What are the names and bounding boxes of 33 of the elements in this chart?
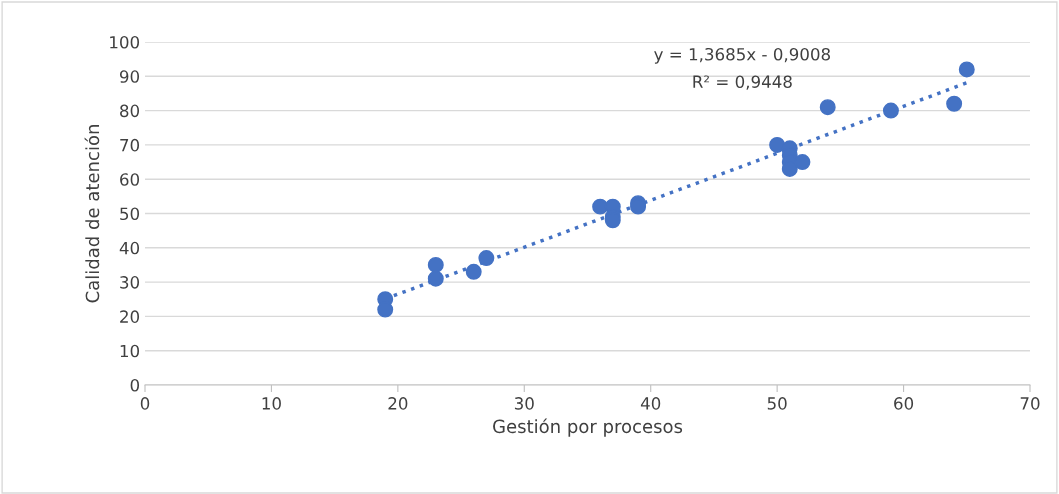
y-tick-label: 40 xyxy=(119,241,140,255)
annotation: R² = 0,9448 xyxy=(693,75,792,90)
point xyxy=(794,154,811,171)
point xyxy=(465,263,482,280)
x-tick-label: 60 xyxy=(894,397,914,410)
x-tick-label: 70 xyxy=(1020,397,1040,410)
point xyxy=(882,102,899,119)
point xyxy=(769,136,786,153)
x-axis-title: Gestión por procesos xyxy=(493,418,683,437)
y-tick-label: 100 xyxy=(110,35,140,49)
point xyxy=(819,99,836,116)
y-tick-label: 20 xyxy=(120,310,140,323)
x-tick-label: 50 xyxy=(767,397,787,410)
point xyxy=(427,256,444,273)
y-axis-title: Calidad de atención xyxy=(84,125,100,303)
x-tick-label: 0 xyxy=(140,397,150,410)
x-tick-label: 10 xyxy=(262,397,281,410)
y-tick-label: 90 xyxy=(119,70,140,83)
y-tick-label: 70 xyxy=(120,138,140,152)
point xyxy=(946,95,963,112)
y-tick-label: 10 xyxy=(120,344,140,358)
y-tick-label: 50 xyxy=(120,207,140,221)
x-tick-label: 20 xyxy=(388,397,408,410)
y-tick-label: 60 xyxy=(120,173,140,186)
x-tick-label: 40 xyxy=(640,397,661,410)
point xyxy=(958,61,975,78)
y-tick-label: 0 xyxy=(130,378,140,392)
point xyxy=(427,270,444,287)
y-tick-label: 80 xyxy=(120,104,140,118)
point xyxy=(478,250,495,267)
annotation: y = 1,3685x - 0,9008 xyxy=(654,47,830,64)
x-tick-label: 30 xyxy=(514,397,534,410)
y-tick-label: 30 xyxy=(120,276,140,289)
